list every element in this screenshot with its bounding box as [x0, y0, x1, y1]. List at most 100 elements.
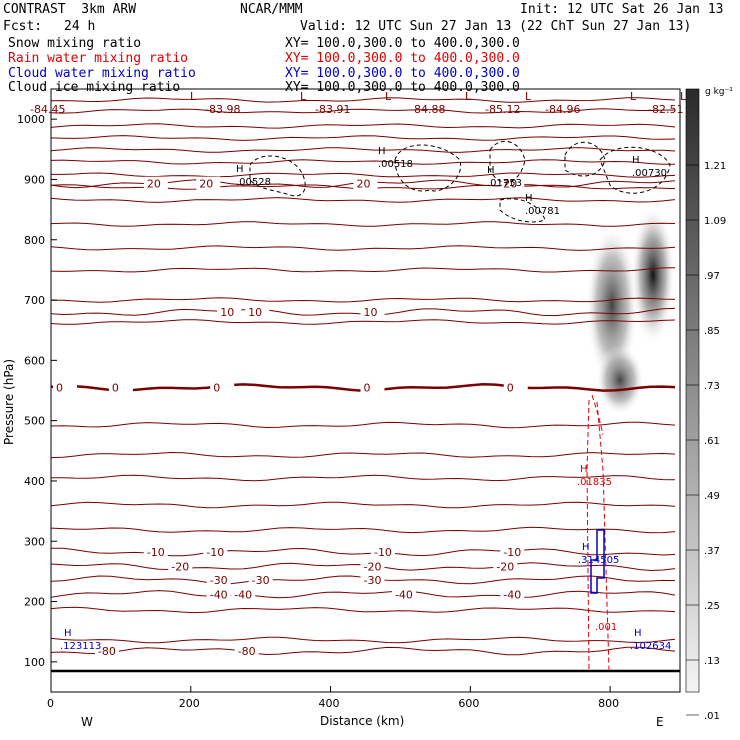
- y-tick-label: 100: [24, 656, 45, 669]
- isotherm-label-bg: [94, 643, 119, 657]
- colorbar-unit: g kg⁻¹: [705, 87, 733, 97]
- field-snow-name: Snow mixing ratio: [8, 36, 142, 51]
- y-tick-label: 1000: [17, 113, 45, 126]
- isotherm-label-bg: [206, 572, 231, 586]
- isotherm: [51, 123, 676, 129]
- colorbar-label: 1.09: [704, 216, 726, 227]
- isotherm-label-bg: [360, 572, 385, 586]
- isotherm-label-bg: [248, 572, 273, 586]
- isotherm-label: -20: [363, 561, 381, 574]
- isotherm: [51, 172, 676, 178]
- isotherm-label-bg: [168, 559, 193, 573]
- isotherm-label: 0: [56, 381, 63, 394]
- snow-max-value: .00781: [525, 206, 560, 217]
- isotherm-label: -10: [503, 546, 521, 559]
- rain-contour: [586, 399, 590, 671]
- rain-contour: [591, 394, 604, 436]
- isotherm-label: -10: [206, 546, 224, 559]
- cloud-ice-contour: [564, 141, 606, 177]
- isotherm-label: 10: [248, 306, 262, 319]
- cloud-water-max-marker: H: [64, 628, 72, 639]
- cloud-water-max-value: .102634: [630, 641, 671, 652]
- isotherm-label: 20: [503, 178, 517, 191]
- y-tick-label: 200: [24, 596, 45, 609]
- isotherm: [51, 636, 676, 644]
- cloud-water-max-marker: H: [582, 542, 590, 553]
- snow-max-marker: H: [378, 146, 386, 157]
- rain-contour-label: .001: [595, 622, 617, 633]
- isotherm-label: 0: [363, 381, 370, 394]
- field-cloudwater-name: Cloud water mixing ratio: [8, 66, 196, 81]
- isotherm-label: -10: [147, 546, 165, 559]
- axes: 0 200 400 600 800100200300400500600700800900…: [17, 113, 619, 710]
- isotherm: [51, 135, 676, 141]
- cloud-ice-contour: [249, 155, 306, 197]
- isotherm-label-bg: [210, 380, 235, 394]
- colorbar-label: .61: [704, 436, 720, 447]
- rain-max-value: .01835: [577, 477, 612, 488]
- colorbar-label: .97: [704, 271, 720, 282]
- snow-max-marker: H: [236, 164, 244, 175]
- isotherm: [51, 159, 676, 165]
- snow-core-west: [586, 225, 638, 385]
- y-axis-title: Pressure (hPa): [2, 359, 16, 445]
- init-time: Init: 12 UTC Sat 26 Jan 13: [520, 2, 724, 17]
- isotherm-label: 20: [357, 178, 371, 191]
- isotherm-label: -20: [496, 561, 514, 574]
- isotherm: [51, 297, 676, 303]
- isotherm-label-bg: [231, 587, 256, 601]
- isotherm-label: -80: [98, 645, 116, 658]
- isotherm: [51, 147, 676, 153]
- isotherm-label-bg: [370, 545, 395, 559]
- min-temp-label: -84.88: [410, 103, 445, 116]
- snow-max-marker: H: [487, 165, 495, 176]
- center-label: NCAR/MMM: [240, 2, 303, 17]
- isotherm-label-bg: [500, 587, 525, 601]
- cloud-ice-contour: [489, 140, 526, 183]
- isotherm-label: -40: [210, 588, 228, 601]
- isotherm-label: -30: [210, 574, 228, 587]
- low-marker: L: [630, 90, 637, 103]
- isotherm-label: -40: [234, 588, 252, 601]
- snow-shading: [586, 205, 675, 415]
- snow-max-value: .00730: [632, 168, 667, 179]
- isotherm-label-bg: [52, 380, 77, 394]
- colorbar-label: .73: [704, 381, 720, 392]
- valid-time: Valid: 12 UTC Sun 27 Jan 13 (22 ChT Sun …: [300, 19, 692, 34]
- isotherm-label: -30: [363, 574, 381, 587]
- field-rain-name: Rain water mixing ratio: [8, 51, 189, 66]
- isotherm: [51, 319, 676, 325]
- isotherm: [51, 197, 676, 203]
- fcst-label: Fcst:: [3, 19, 43, 34]
- isotherm-label: 20: [147, 178, 161, 191]
- isotherm-label-bg: [493, 559, 518, 573]
- colorbar-label: .25: [704, 601, 720, 612]
- cloud-water-max-marker: H: [634, 628, 642, 639]
- isotherm-label-bg: [143, 176, 168, 190]
- snow-max-marker: H: [632, 155, 640, 166]
- y-tick-label: 300: [24, 535, 45, 548]
- low-marker: L: [300, 90, 307, 103]
- snow-max-marker: H: [525, 193, 533, 204]
- x-tick-label: 800: [598, 697, 619, 710]
- plot-frame: [50, 88, 681, 693]
- colorbar-label: 1.21: [704, 161, 726, 172]
- isotherm-label-bg: [360, 380, 385, 394]
- colorbar-label: .01: [704, 711, 720, 722]
- isotherm-label-bg: [353, 176, 378, 190]
- snow-core-east: [631, 205, 675, 345]
- isotherm: [51, 526, 676, 534]
- isotherm-label-bg: [500, 545, 525, 559]
- isotherm-label: 20: [199, 178, 213, 191]
- isotherm: [51, 245, 676, 251]
- x-tick-label: 600: [458, 697, 479, 710]
- isotherm-label: -40: [503, 588, 521, 601]
- isotherm: [51, 606, 676, 614]
- isotherm-label: 0: [213, 381, 220, 394]
- colorbar-label: .85: [704, 326, 720, 337]
- field-snow-xy: XY= 100.0,300.0 to 400.0,300.0: [285, 36, 520, 51]
- x-axis-title: Distance (km): [320, 714, 404, 728]
- isotherm-label: 10: [220, 306, 234, 319]
- contour-layer: -80 -80-40 -40 -40 -40-30 -30 -30-20 -20 -20-10-…: [51, 97, 680, 673]
- isotherm: [51, 267, 676, 273]
